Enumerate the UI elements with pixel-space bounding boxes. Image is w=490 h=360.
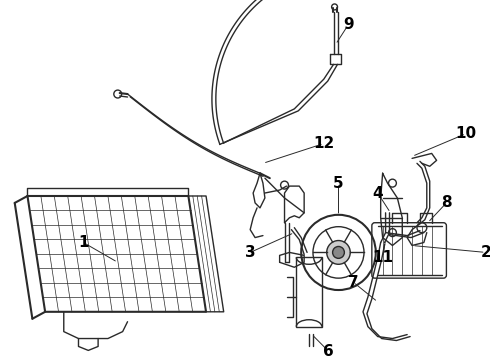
- Text: 8: 8: [441, 195, 452, 211]
- Circle shape: [327, 240, 350, 264]
- Text: 12: 12: [313, 136, 334, 151]
- Text: 9: 9: [343, 17, 354, 32]
- Text: 5: 5: [333, 176, 344, 191]
- Circle shape: [333, 247, 344, 258]
- Text: 1: 1: [78, 235, 89, 250]
- Bar: [296, 257, 322, 327]
- Text: 2: 2: [480, 245, 490, 260]
- Text: 11: 11: [372, 250, 393, 265]
- Text: 7: 7: [348, 275, 359, 289]
- Text: 6: 6: [323, 344, 334, 359]
- Text: 10: 10: [456, 126, 477, 141]
- Text: 3: 3: [245, 245, 255, 260]
- Text: 4: 4: [372, 185, 383, 201]
